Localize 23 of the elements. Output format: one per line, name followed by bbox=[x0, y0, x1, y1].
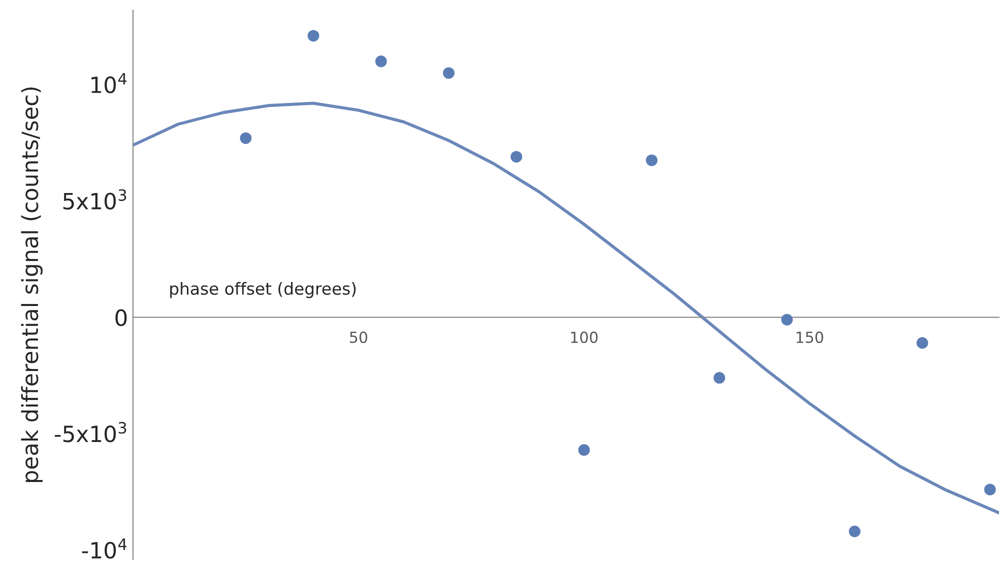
point bbox=[714, 372, 726, 384]
y-tick-label: 5x10$^{3}$ bbox=[63, 189, 126, 210]
point bbox=[375, 56, 387, 68]
y-tick-label: -10$^{4}$ bbox=[82, 538, 127, 559]
point bbox=[984, 484, 996, 496]
y-tick-label: 0 bbox=[115, 309, 127, 326]
point bbox=[308, 30, 320, 42]
point bbox=[510, 150, 522, 163]
y-tick-label: -5x10$^{3}$ bbox=[54, 422, 126, 442]
point bbox=[781, 314, 793, 326]
point bbox=[442, 67, 455, 79]
point bbox=[646, 154, 658, 166]
point bbox=[916, 337, 928, 349]
point bbox=[848, 526, 860, 538]
x-axis-title: phase offset (degrees) bbox=[170, 282, 356, 298]
x-tick-label: 150 bbox=[796, 331, 824, 344]
point bbox=[240, 132, 252, 144]
point bbox=[578, 444, 590, 456]
x-tick-label: 100 bbox=[571, 331, 598, 344]
line-series bbox=[133, 102, 999, 514]
y-tick-label: 10$^{4}$ bbox=[91, 73, 127, 94]
y-axis-title: peak differential signal (counts/sec) bbox=[21, 87, 43, 482]
x-tick-label: 50 bbox=[350, 331, 368, 344]
